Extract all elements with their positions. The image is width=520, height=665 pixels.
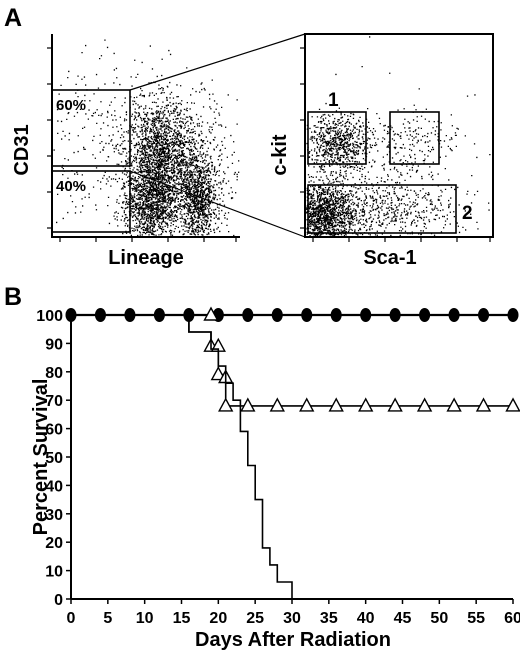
flow-plot-left: 60% 40% CD31 Lineage: [11, 34, 240, 269]
x-tick-label: 50: [430, 610, 448, 627]
x-tick-label: 60: [504, 610, 520, 627]
y-tick-label: 0: [54, 592, 63, 609]
y-tick-label: 60: [45, 422, 63, 439]
x-tick-label: 55: [467, 610, 485, 627]
panel-b-letter: B: [4, 283, 22, 311]
data-point-open-triangle: [359, 399, 372, 411]
data-point-filled-circle: [419, 308, 430, 322]
x-tick-label: 25: [246, 610, 264, 627]
survival-curve: [71, 315, 292, 599]
data-point-open-triangle: [330, 399, 343, 411]
flow-dots-left: [54, 40, 240, 237]
y-tick-label: 40: [45, 478, 63, 495]
y-tick-label: 10: [45, 564, 63, 581]
data-point-filled-circle: [272, 308, 283, 322]
y-tick-label: 90: [45, 336, 63, 353]
data-point-open-triangle: [219, 399, 232, 411]
data-point-open-triangle: [477, 399, 490, 411]
survival-chart: Percent Survival Days After Radiation 01…: [30, 308, 520, 651]
data-point-filled-circle: [449, 308, 460, 322]
data-point-open-triangle: [507, 399, 520, 411]
flow-right-ylabel: c-kit: [269, 134, 291, 175]
x-tick-label: 15: [173, 610, 191, 627]
data-point-filled-circle: [508, 308, 519, 322]
data-point-filled-circle: [390, 308, 401, 322]
x-tick-label: 10: [136, 610, 154, 627]
data-point-filled-circle: [360, 308, 371, 322]
data-point-filled-circle: [331, 308, 342, 322]
data-point-open-triangle: [300, 399, 313, 411]
flow-right-xlabel: Sca-1: [363, 247, 416, 269]
y-tick-label: 100: [36, 308, 63, 325]
x-tick-label: 30: [283, 610, 301, 627]
data-point-filled-circle: [478, 308, 489, 322]
panel-a-letter: A: [4, 4, 22, 32]
dot-cluster: [306, 101, 396, 190]
data-point-open-triangle: [418, 399, 431, 411]
data-point-open-triangle: [389, 399, 402, 411]
gate-2-label: 2: [462, 203, 473, 224]
x-tick-label: 45: [394, 610, 412, 627]
x-tick-label: 5: [103, 610, 112, 627]
data-point-filled-circle: [242, 308, 253, 322]
x-tick-label: 40: [357, 610, 375, 627]
data-point-open-triangle: [448, 399, 461, 411]
flow-left-xlabel: Lineage: [108, 247, 184, 269]
gate-cd31-low-label: 40%: [56, 178, 86, 195]
flow-plot-right: 1 2 c-kit Sca-1: [269, 34, 493, 269]
zoom-line-bottom: [130, 171, 305, 237]
dot-cluster: [92, 45, 218, 227]
y-tick-label: 80: [45, 365, 63, 382]
data-point-open-triangle: [271, 399, 284, 411]
zoom-line-top: [130, 34, 305, 90]
x-axis-title: Days After Radiation: [195, 629, 391, 651]
x-tick-label: 0: [67, 610, 76, 627]
x-tick-label: 20: [209, 610, 227, 627]
gate-1-label: 1: [328, 90, 339, 111]
x-tick-label: 35: [320, 610, 338, 627]
flow-left-ylabel: CD31: [11, 124, 33, 175]
survival-curve: [71, 315, 513, 406]
y-tick-label: 50: [45, 450, 63, 467]
y-tick-label: 30: [45, 507, 63, 524]
gate-cd31-high-label: 60%: [56, 97, 86, 114]
data-point-filled-circle: [301, 308, 312, 322]
data-point-open-triangle: [241, 399, 254, 411]
y-tick-label: 70: [45, 393, 63, 410]
y-tick-label: 20: [45, 535, 63, 552]
